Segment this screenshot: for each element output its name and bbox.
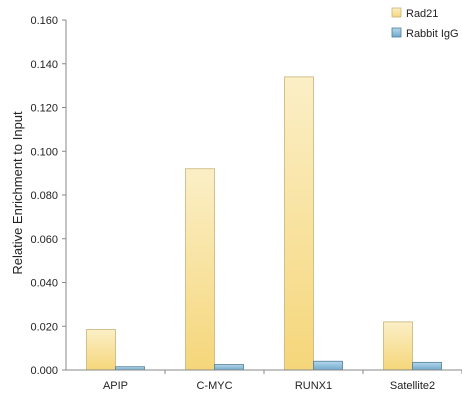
legend-swatch [391, 7, 402, 18]
y-axis-title: Relative Enrichment to Input [10, 111, 25, 275]
y-tick-label: 0.080 [30, 190, 58, 202]
bar-rad21-satellite2 [383, 321, 413, 371]
bar-rabbit-igg-satellite2 [412, 361, 442, 371]
x-category-label: Satellite2 [390, 380, 435, 392]
bar-rad21-runx1 [284, 76, 314, 371]
x-category-label: APIP [103, 380, 128, 392]
bars [86, 76, 442, 371]
bar-rabbit-igg-runx1 [313, 360, 343, 371]
x-category-label: RUNX1 [295, 380, 332, 392]
y-tick-label: 0.020 [30, 321, 58, 333]
bar-rad21-apip [86, 329, 116, 371]
y-tick-label: 0.040 [30, 278, 58, 290]
legend-label: Rabbit IgG [406, 28, 459, 40]
bar-rad21-c-myc [185, 168, 215, 371]
y-tick-label: 0.140 [30, 59, 58, 71]
x-category-label: C-MYC [196, 380, 232, 392]
y-tick-label: 0.160 [30, 15, 58, 27]
y-tick-label: 0.100 [30, 146, 58, 158]
x-axis: APIP C-MYC RUNX1 Satellite2 [103, 370, 462, 392]
y-axis: 0.000 0.020 0.040 0.060 0.080 0.100 0.120 0.140… [30, 15, 66, 377]
y-tick-label: 0.000 [30, 365, 58, 377]
bar-rabbit-igg-c-myc [214, 364, 244, 371]
y-tick-label: 0.120 [30, 103, 58, 115]
legend-label: Rad21 [406, 8, 438, 20]
legend-swatch [391, 27, 402, 38]
y-tick-label: 0.060 [30, 234, 58, 246]
legend: Rad21 Rabbit IgG [391, 7, 459, 40]
